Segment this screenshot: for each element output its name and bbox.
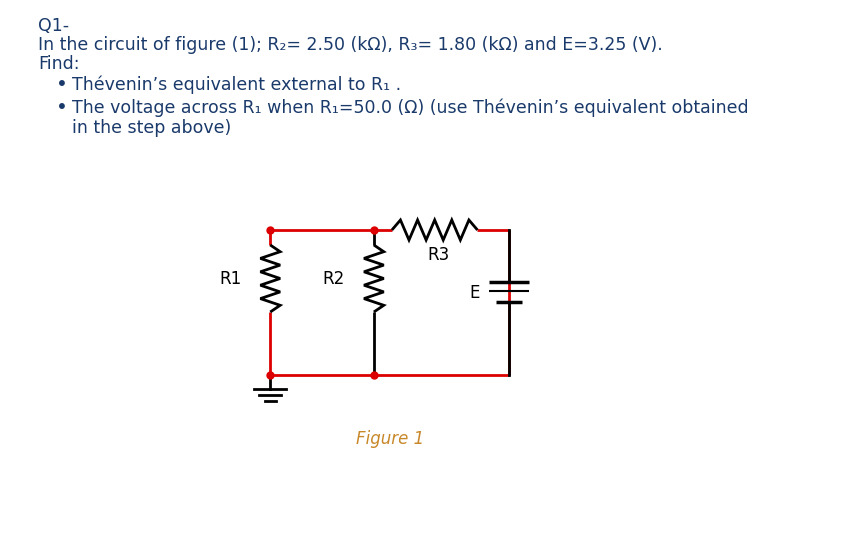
Text: In the circuit of figure (1); R₂= 2.50 (kΩ), R₃= 1.80 (kΩ) and E=3.25 (V).: In the circuit of figure (1); R₂= 2.50 (… xyxy=(38,36,662,54)
Text: Q1-: Q1- xyxy=(38,17,69,35)
Text: E: E xyxy=(469,284,479,302)
Text: Thévenin’s equivalent external to R₁ .: Thévenin’s equivalent external to R₁ . xyxy=(72,75,401,94)
Text: R2: R2 xyxy=(322,269,344,287)
Text: R3: R3 xyxy=(427,246,449,264)
Text: in the step above): in the step above) xyxy=(72,119,231,137)
Text: R1: R1 xyxy=(219,269,241,287)
Text: Figure 1: Figure 1 xyxy=(355,430,423,448)
Text: •: • xyxy=(56,75,68,94)
Text: •: • xyxy=(56,98,68,117)
Text: Find:: Find: xyxy=(38,55,79,73)
Text: The voltage across R₁ when R₁=50.0 (Ω) (use Thévenin’s equivalent obtained: The voltage across R₁ when R₁=50.0 (Ω) (… xyxy=(72,98,748,116)
